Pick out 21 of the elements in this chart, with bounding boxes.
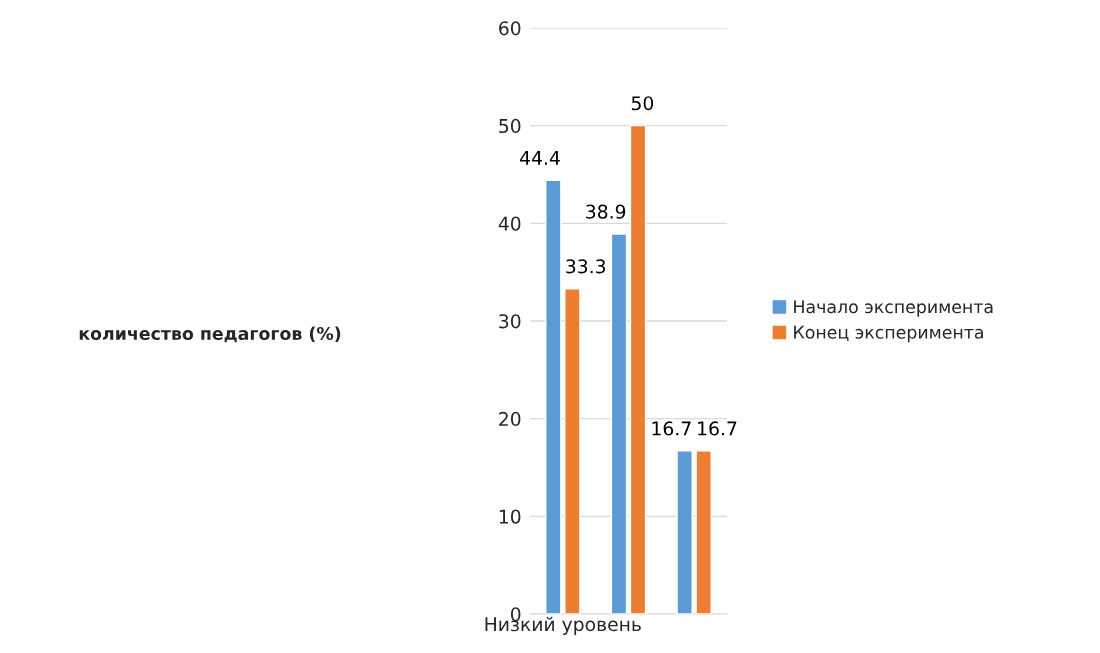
data-label: 38.9: [586, 204, 626, 219]
bar: [676, 450, 693, 614]
bar: [610, 233, 628, 614]
legend-label: Конец эксперимента: [794, 325, 983, 343]
text: количество педагогов (%): [79, 326, 341, 343]
data-label: 44.4: [520, 151, 560, 165]
y-tick-label: 50: [499, 118, 521, 134]
bar: [545, 179, 562, 614]
bar: [695, 450, 712, 614]
data-label: 16.7: [698, 421, 737, 436]
bar: [629, 124, 647, 614]
y-tick-label: 30: [499, 314, 521, 329]
y-tick-label: 40: [498, 216, 521, 231]
bar: [564, 288, 581, 614]
data-label: 33.3: [566, 259, 606, 274]
y-tick-label: 10: [499, 509, 521, 524]
legend-label: Начало эксперимента: [794, 300, 993, 317]
y-tick-label: 60: [499, 21, 521, 36]
data-label: 16.7: [652, 421, 691, 436]
y-tick-label: 20: [499, 411, 521, 427]
data-label: 50: [631, 96, 654, 111]
